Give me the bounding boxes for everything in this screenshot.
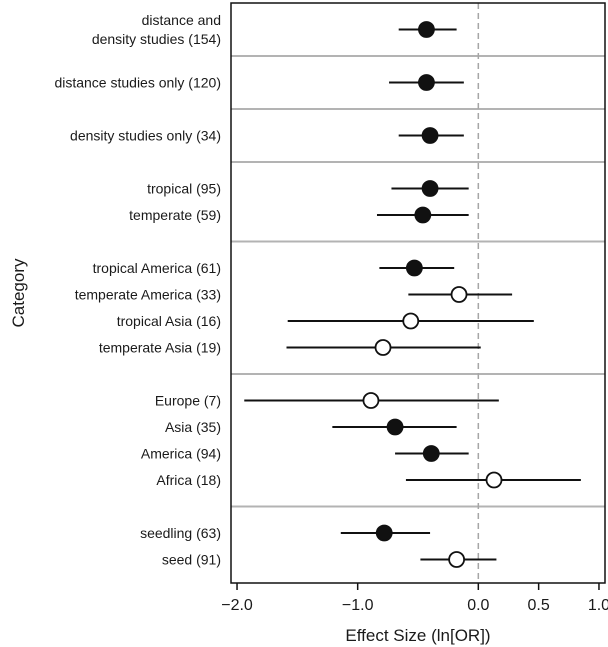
row-5-3-label: Africa (18) [156,472,221,488]
x-axis-ticks: −2.0 −1.0 0.0 0.5 1.0 [221,583,608,614]
x-tick-label-0: −2.0 [221,597,253,614]
row-5-0-estimate-point [362,392,380,409]
row-0-0-estimate-point [418,21,435,38]
row-4-1-label: temperate America (33) [75,287,221,303]
x-tick-label-1: −1.0 [342,597,374,614]
row-5-3-estimate-point [485,471,503,489]
row-5-2-label: America (94) [141,446,221,462]
row-0-0-label: distance and density studies (154) [92,12,221,47]
row-3-1-estimate-point [414,206,432,224]
row-1-0-label: distance studies only (120) [54,75,221,91]
row-4-3-estimate-point [374,339,392,356]
x-tick-label-4: 1.0 [588,597,608,614]
row-4-0-estimate-point [405,259,423,277]
x-axis-title: Effect Size (ln[OR]) [345,626,490,645]
row-5-0-label: Europe (7) [155,393,221,409]
row-6-0-label: seedling (63) [140,525,221,541]
row-2-0-estimate-point [421,127,439,144]
row-4-1-estimate-point [450,286,468,303]
row-3-0-estimate-point [421,180,439,197]
row-4-2-label: tropical Asia (16) [117,313,221,329]
x-tick-label-3: 0.5 [528,597,550,614]
row-5-1-estimate-point [386,418,404,436]
row-3-1-label: temperate (59) [129,207,221,223]
row-6-1-label: seed (91) [162,552,221,568]
row-3-0-label: tropical (95) [147,181,221,197]
row-6-0-estimate-point [375,524,393,542]
group-separators [231,55,605,508]
point-estimates [362,21,503,568]
row-6-1-estimate-point [448,551,466,568]
row-4-2-estimate-point [402,312,420,330]
row-2-0-label: density studies only (34) [70,128,221,144]
plot-frame [230,2,606,584]
x-tick-label-2: 0.0 [467,597,489,614]
category-labels: distance and density studies (154) distanc… [54,12,221,568]
row-5-2-estimate-point [422,445,440,462]
row-1-0-estimate-point [418,74,435,91]
row-5-1-label: Asia (35) [165,419,221,435]
y-axis-title: Category [9,258,28,327]
row-4-3-label: temperate Asia (19) [99,340,221,356]
row-4-0-label: tropical America (61) [93,260,221,276]
